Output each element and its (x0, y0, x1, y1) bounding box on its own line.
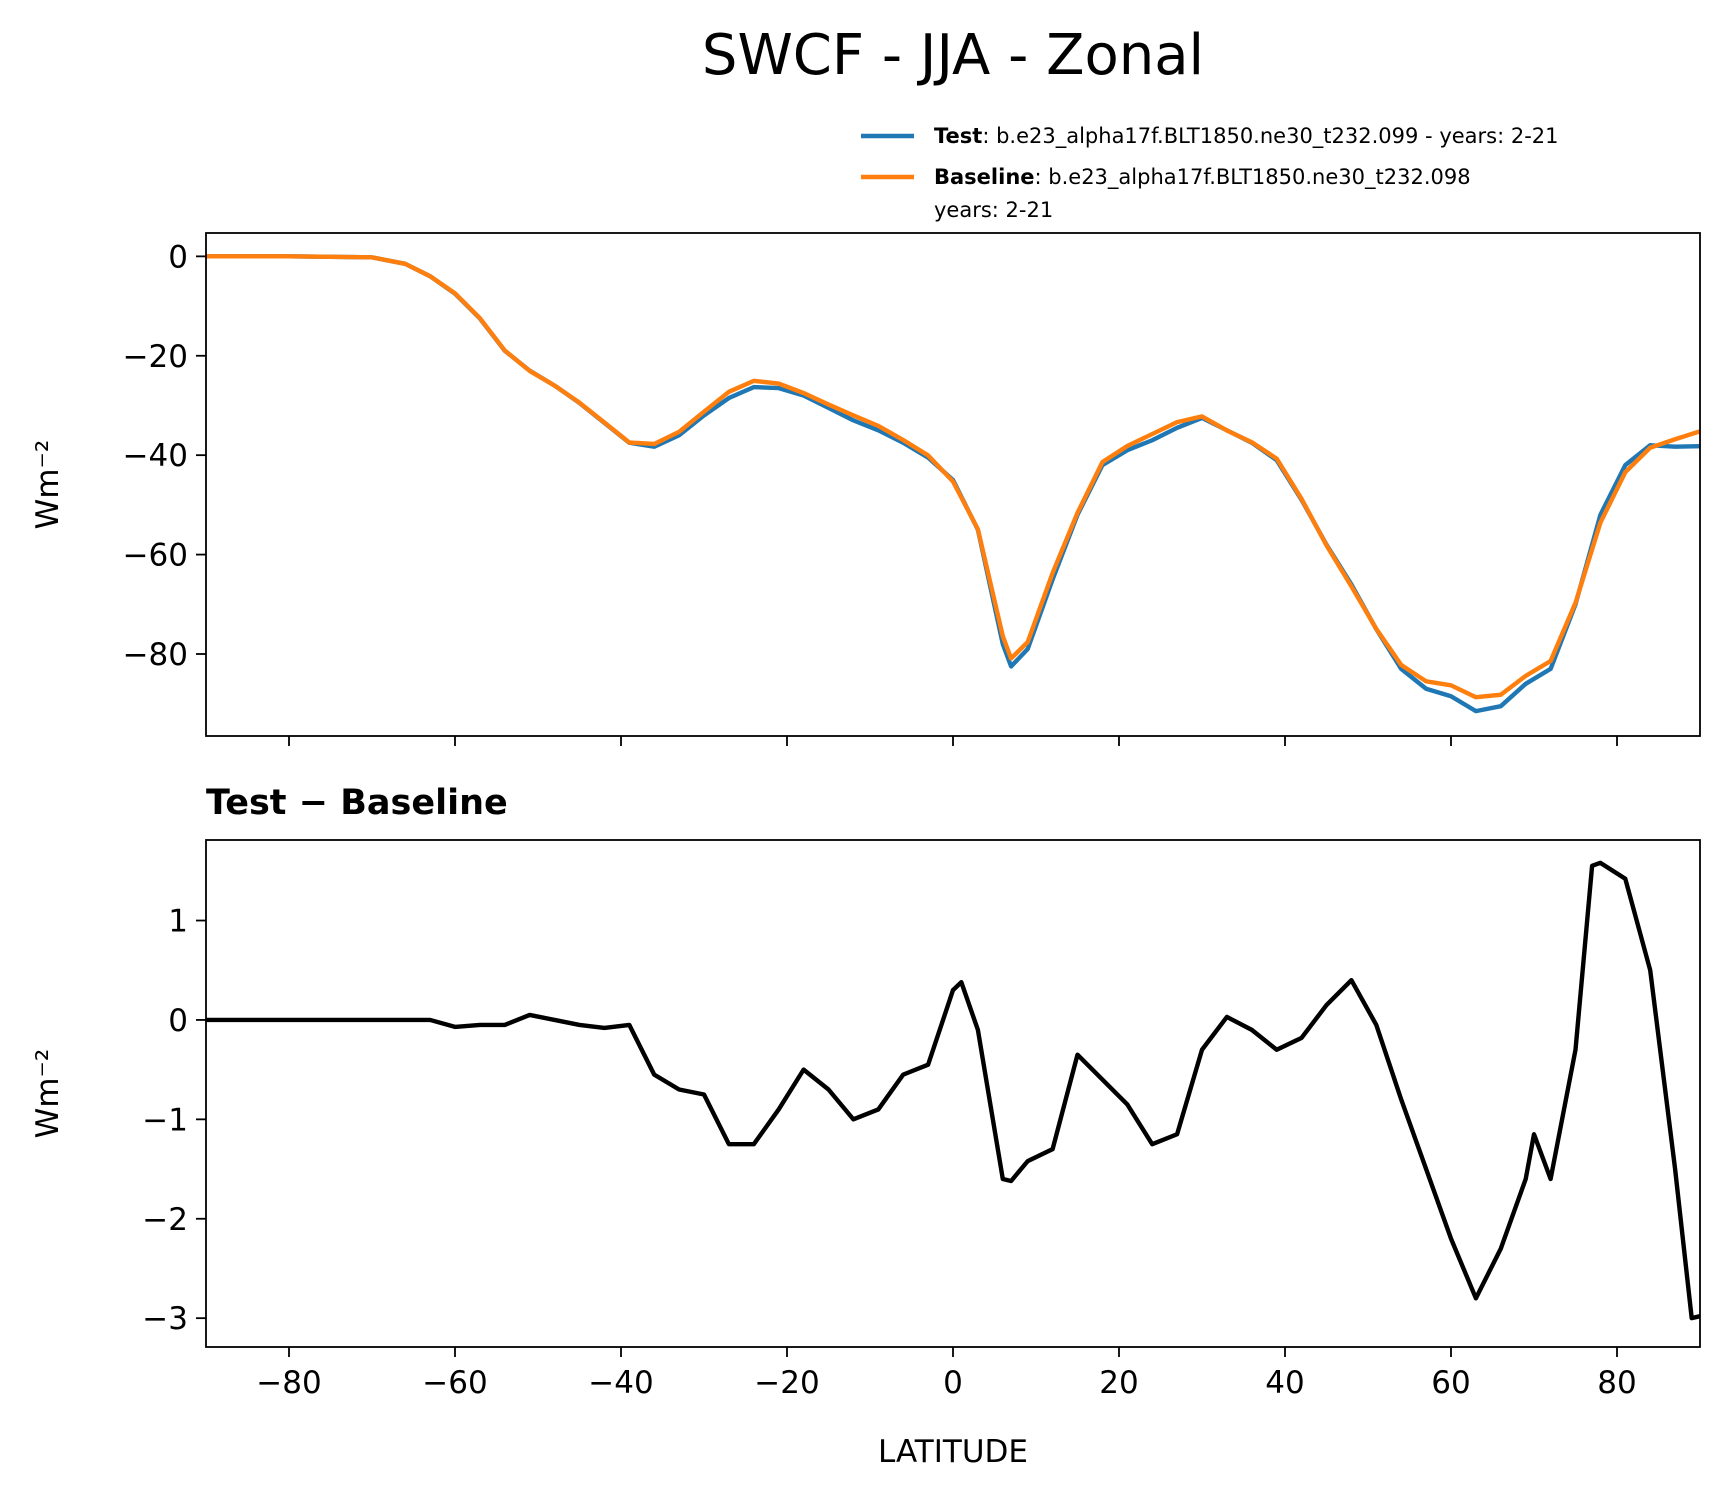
axes-frame (205, 839, 1701, 1348)
y-tick-label: −60 (123, 538, 188, 574)
x-tick-label: −20 (754, 1365, 819, 1401)
x-tick-label: −80 (256, 1365, 321, 1401)
y-tick-label: −20 (123, 339, 188, 375)
chart-title: SWCF - JJA - Zonal (702, 23, 1204, 88)
subplot-title: Test − Baseline (206, 783, 508, 823)
x-tick-label: 0 (943, 1365, 963, 1401)
y-tick-label: −2 (142, 1202, 188, 1238)
y-tick-label: 0 (168, 1003, 188, 1039)
x-tick-label: −40 (588, 1365, 653, 1401)
x-tick-label: −60 (422, 1365, 487, 1401)
y-tick-label: −3 (142, 1301, 188, 1337)
plot-lines (206, 860, 1700, 1321)
y-axis-label: Wm⁻² (30, 1049, 66, 1139)
legend-detail: : b.e23_alpha17f.BLT1850.ne30_t232.098 (1035, 165, 1471, 190)
y-axis-label: Wm⁻² (30, 440, 66, 530)
legend-label: Baseline: b.e23_alpha17f.BLT1850.ne30_t2… (934, 165, 1471, 190)
plot-lines (206, 254, 1700, 714)
legend-detail: years: 2-21 (934, 198, 1053, 222)
x-tick-label: 80 (1597, 1365, 1636, 1401)
legend-name: Test (934, 124, 982, 148)
data-line (206, 860, 1700, 1321)
y-tick-label: −40 (123, 438, 188, 474)
y-tick-label: 1 (168, 904, 188, 940)
x-tick-label: 60 (1431, 1365, 1470, 1401)
legend-label: Test: b.e23_alpha17f.BLT1850.ne30_t232.0… (934, 124, 1559, 149)
y-tick-label: 0 (168, 239, 188, 275)
x-axis-label: LATITUDE (878, 1434, 1028, 1470)
y-tick-label: −80 (123, 637, 188, 673)
data-line (206, 254, 1700, 700)
x-tick-label: 20 (1099, 1365, 1138, 1401)
legend-name: Baseline (934, 165, 1035, 189)
x-tick-label: 40 (1265, 1365, 1304, 1401)
legend-detail: : b.e23_alpha17f.BLT1850.ne30_t232.099 -… (982, 124, 1558, 149)
y-tick-label: −1 (142, 1102, 188, 1138)
